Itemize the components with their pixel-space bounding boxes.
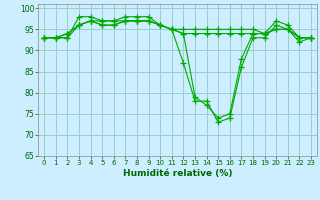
X-axis label: Humidité relative (%): Humidité relative (%)	[123, 169, 232, 178]
